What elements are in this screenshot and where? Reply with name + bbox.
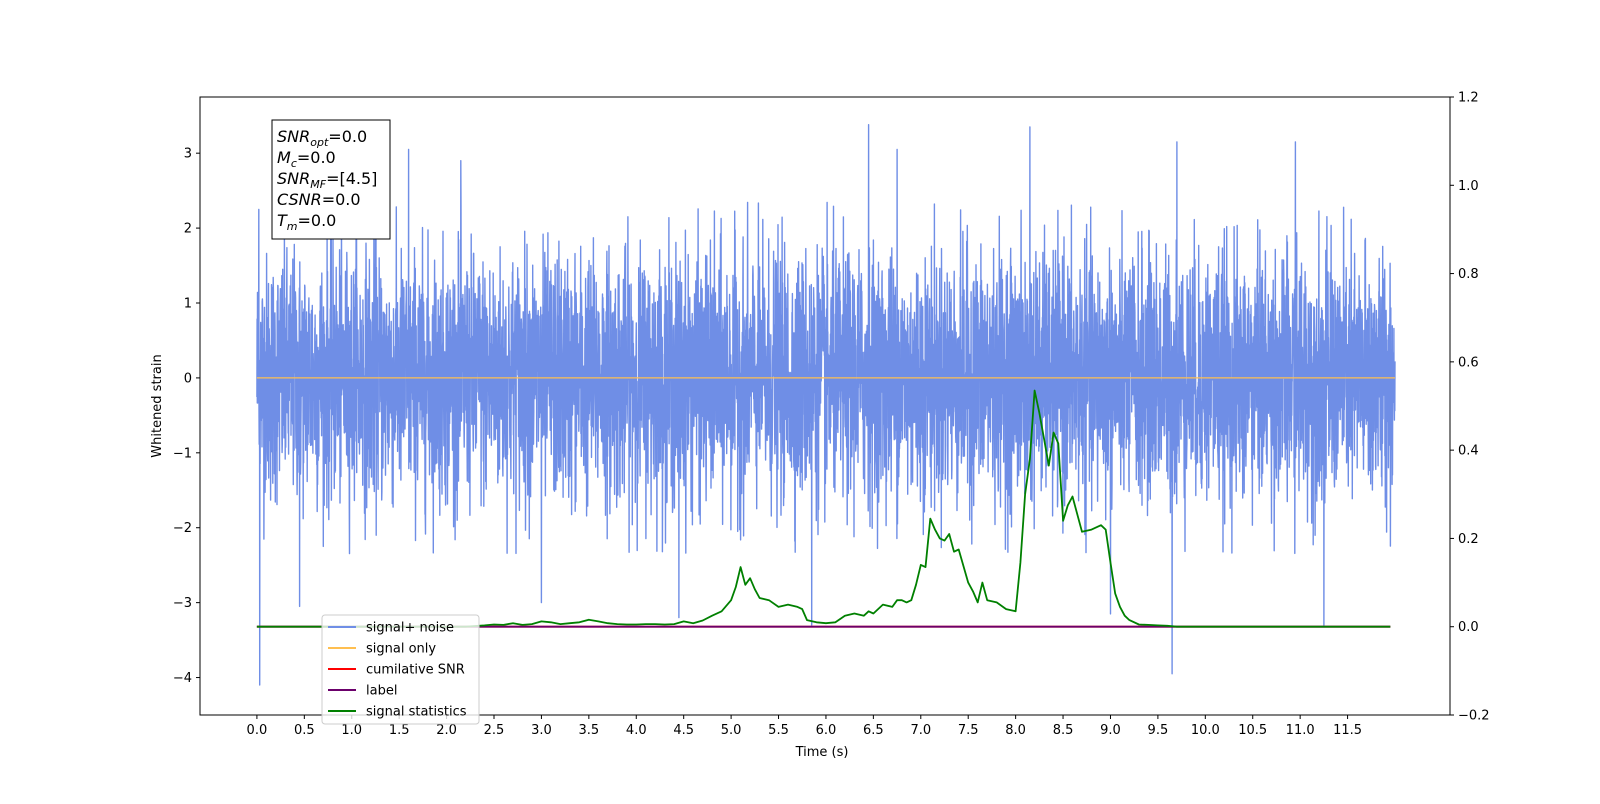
x-tick-label: 0.0 bbox=[247, 723, 268, 738]
y2-tick-label: 0.6 bbox=[1458, 355, 1479, 370]
x-tick-label: 10.5 bbox=[1238, 723, 1267, 738]
legend-label: signal statistics bbox=[366, 705, 467, 720]
x-tick-label: 3.0 bbox=[531, 723, 552, 738]
y-axis-right: 1.2 1.0 0.8 0.6 0.4 0.2 0.0 −0.2 bbox=[1450, 91, 1490, 724]
series-signal-statistics bbox=[256, 389, 1391, 628]
x-tick-label: 3.5 bbox=[579, 723, 600, 738]
x-tick-label: 8.0 bbox=[1005, 723, 1026, 738]
y2-tick-label: 0.8 bbox=[1458, 267, 1479, 282]
x-tick-label: 2.0 bbox=[436, 723, 457, 738]
x-tick-label: 9.5 bbox=[1148, 723, 1169, 738]
y2-tick-label: 0.4 bbox=[1458, 444, 1479, 459]
x-tick-label: 2.5 bbox=[484, 723, 505, 738]
annotation-line: SNRMF=[4.5] bbox=[277, 169, 377, 191]
plot-frame bbox=[199, 96, 1451, 716]
legend: signal+ noise signal only cumilative SNR la… bbox=[321, 614, 480, 725]
x-tick-label: 10.0 bbox=[1191, 723, 1220, 738]
legend-label: label bbox=[366, 684, 397, 699]
series-signal-noise bbox=[256, 123, 1396, 686]
annotation-line: SNRopt=0.0 bbox=[277, 127, 367, 149]
y2-tick-label: −0.2 bbox=[1458, 709, 1490, 724]
x-tick-label: 6.0 bbox=[816, 723, 837, 738]
y2-tick-label: 0.2 bbox=[1458, 532, 1479, 547]
y-axis-label: Whitened strain bbox=[150, 354, 165, 457]
y-tick-label: 3 bbox=[184, 147, 192, 162]
y2-tick-label: 0.0 bbox=[1458, 620, 1479, 635]
x-axis-label: Time (s) bbox=[795, 745, 849, 760]
x-tick-label: 7.0 bbox=[910, 723, 931, 738]
legend-label: cumilative SNR bbox=[366, 663, 465, 678]
y-tick-label: 2 bbox=[184, 222, 192, 237]
y-tick-label: 0 bbox=[184, 371, 192, 386]
y-tick-label: −2 bbox=[173, 521, 192, 536]
y-axis-left: 3 2 1 0 −1 −2 −3 −4 bbox=[173, 147, 200, 686]
x-axis: 0.0 0.5 1.0 1.5 2.0 2.5 3.0 3.5 4.0 4.5 5.0 5.5 6.0 6… bbox=[247, 715, 1362, 738]
y-tick-label: −1 bbox=[173, 446, 192, 461]
x-tick-label: 7.5 bbox=[958, 723, 979, 738]
x-tick-label: 1.5 bbox=[389, 723, 410, 738]
annotation-line: Tm=0.0 bbox=[277, 211, 336, 233]
y-tick-label: −4 bbox=[173, 671, 192, 686]
y2-tick-label: 1.0 bbox=[1458, 179, 1479, 194]
y-tick-label: −3 bbox=[173, 596, 192, 611]
x-tick-label: 6.5 bbox=[863, 723, 884, 738]
x-tick-label: 11.5 bbox=[1333, 723, 1362, 738]
noise-series-layer bbox=[256, 123, 1396, 686]
y2-tick-label: 1.2 bbox=[1458, 91, 1479, 106]
x-tick-label: 9.0 bbox=[1100, 723, 1121, 738]
annotation-line: Mc=0.0 bbox=[277, 148, 336, 170]
x-tick-label: 11.0 bbox=[1286, 723, 1315, 738]
x-tick-label: 5.5 bbox=[768, 723, 789, 738]
x-tick-label: 5.0 bbox=[721, 723, 742, 738]
x-tick-label: 1.0 bbox=[341, 723, 362, 738]
legend-label: signal+ noise bbox=[366, 621, 454, 636]
legend-label: signal only bbox=[366, 642, 436, 657]
annotation-line: CSNR=0.0 bbox=[277, 190, 361, 209]
x-tick-label: 0.5 bbox=[294, 723, 315, 738]
y-tick-label: 1 bbox=[184, 297, 192, 312]
x-tick-label: 8.5 bbox=[1053, 723, 1074, 738]
x-tick-label: 4.0 bbox=[626, 723, 647, 738]
x-tick-label: 4.5 bbox=[673, 723, 694, 738]
